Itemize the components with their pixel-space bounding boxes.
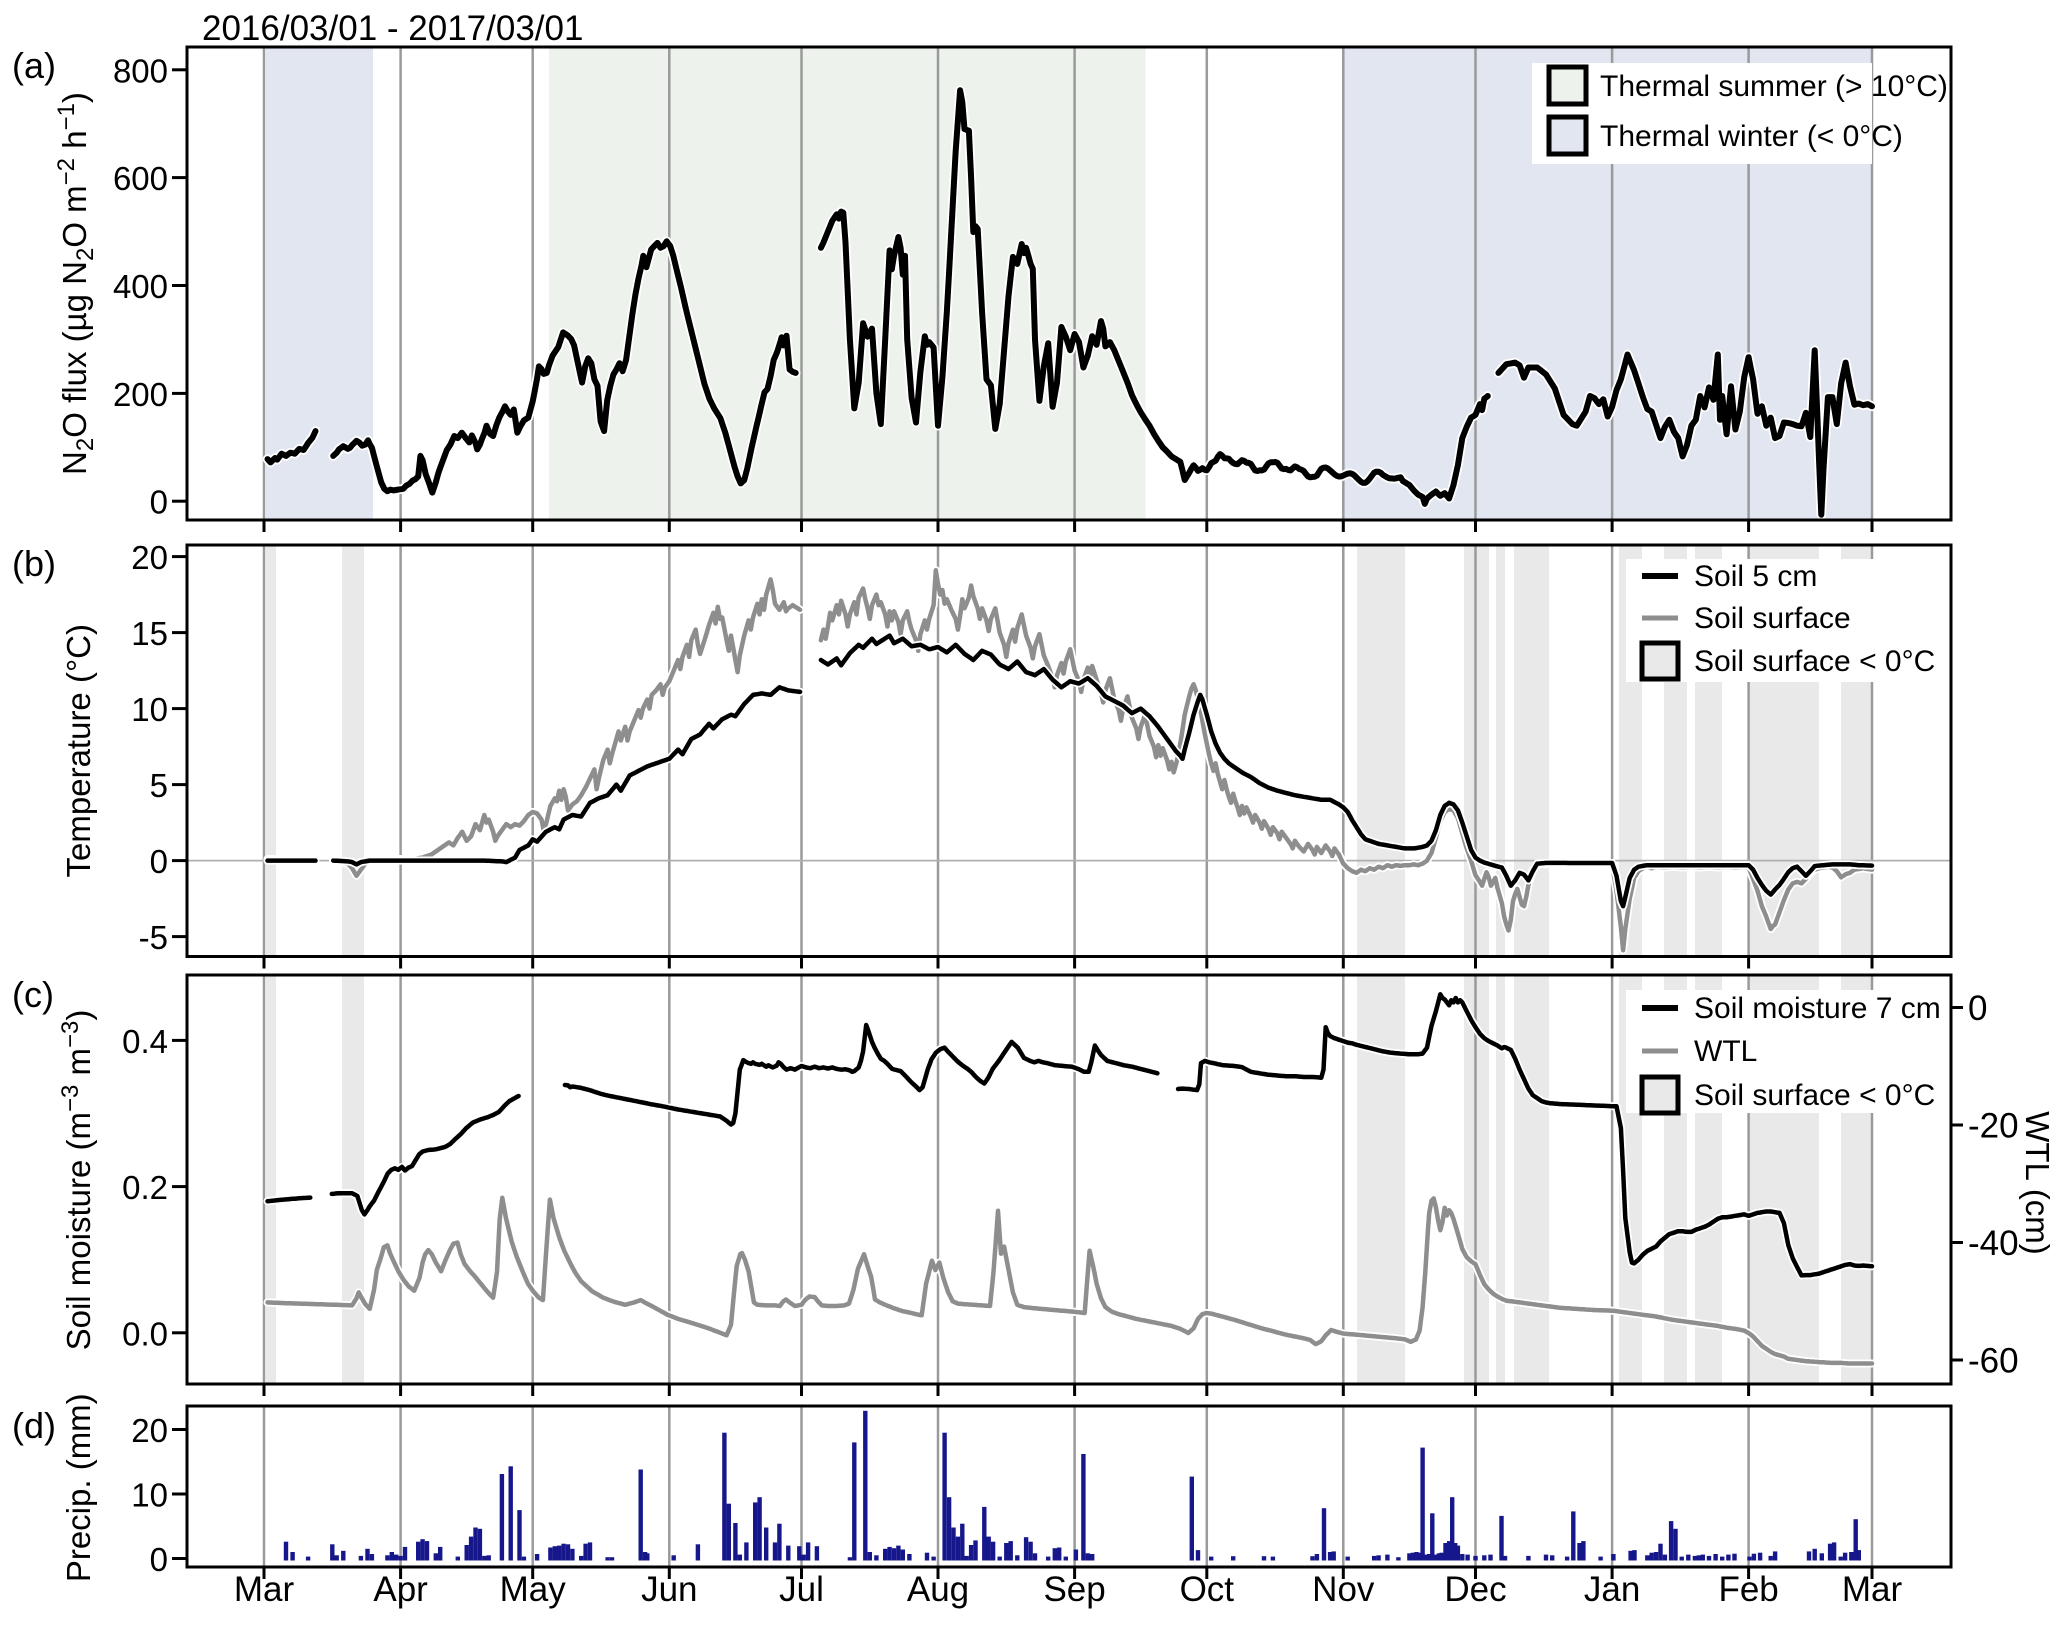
svg-text:(b): (b) — [12, 543, 56, 584]
svg-text:0.0: 0.0 — [122, 1315, 168, 1352]
svg-text:Soil moisture 7 cm: Soil moisture 7 cm — [1694, 992, 1941, 1025]
svg-text:Nov: Nov — [1312, 1570, 1375, 1609]
svg-text:Jan: Jan — [1584, 1570, 1640, 1609]
svg-text:20: 20 — [131, 1412, 168, 1449]
svg-text:Dec: Dec — [1444, 1570, 1506, 1609]
svg-text:Aug: Aug — [907, 1570, 969, 1609]
svg-text:Soil surface < 0°C: Soil surface < 0°C — [1694, 645, 1935, 678]
svg-text:2016/03/01 - 2017/03/01: 2016/03/01 - 2017/03/01 — [202, 9, 583, 48]
svg-text:-60: -60 — [1968, 1342, 2019, 1381]
svg-text:Soil surface < 0°C: Soil surface < 0°C — [1694, 1079, 1935, 1112]
svg-text:WTL (cm): WTL (cm) — [2019, 1111, 2056, 1255]
svg-text:Thermal summer (> 10°C): Thermal summer (> 10°C) — [1600, 70, 1948, 103]
svg-text:Precip. (mm): Precip. (mm) — [60, 1393, 97, 1582]
svg-text:5: 5 — [150, 767, 168, 804]
svg-text:10: 10 — [131, 1477, 168, 1514]
svg-text:-5: -5 — [139, 919, 168, 956]
svg-text:-40: -40 — [1968, 1224, 2019, 1263]
svg-text:0.2: 0.2 — [122, 1169, 168, 1206]
svg-text:15: 15 — [131, 615, 168, 652]
svg-text:(c): (c) — [12, 974, 54, 1015]
svg-text:Temperature (°C): Temperature (°C) — [60, 624, 97, 877]
svg-text:Mar: Mar — [234, 1570, 295, 1609]
svg-text:0.4: 0.4 — [122, 1023, 168, 1060]
svg-text:(a): (a) — [12, 45, 56, 86]
svg-text:Sep: Sep — [1043, 1570, 1105, 1609]
svg-text:20: 20 — [131, 539, 168, 576]
svg-text:0: 0 — [150, 843, 168, 880]
svg-text:Soil surface: Soil surface — [1694, 602, 1851, 635]
svg-text:Feb: Feb — [1718, 1570, 1778, 1609]
svg-text:Soil moisture (m−3 m−3): Soil moisture (m−3 m−3) — [57, 1010, 97, 1351]
svg-text:(d): (d) — [12, 1405, 56, 1446]
svg-text:0: 0 — [1968, 989, 1987, 1028]
svg-text:Jun: Jun — [641, 1570, 697, 1609]
svg-text:800: 800 — [113, 52, 168, 89]
svg-text:Soil 5 cm: Soil 5 cm — [1694, 560, 1817, 593]
svg-text:Mar: Mar — [1842, 1570, 1903, 1609]
svg-text:200: 200 — [113, 376, 168, 413]
svg-text:WTL: WTL — [1694, 1035, 1757, 1068]
svg-text:400: 400 — [113, 268, 168, 305]
svg-text:Oct: Oct — [1180, 1570, 1235, 1609]
svg-text:0: 0 — [150, 1541, 168, 1578]
svg-text:Apr: Apr — [373, 1570, 428, 1609]
svg-text:Thermal winter (< 0°C): Thermal winter (< 0°C) — [1600, 120, 1903, 153]
svg-text:-20: -20 — [1968, 1107, 2019, 1146]
svg-text:May: May — [500, 1570, 567, 1609]
svg-text:0: 0 — [150, 484, 168, 521]
svg-text:10: 10 — [131, 691, 168, 728]
svg-text:Jul: Jul — [779, 1570, 824, 1609]
svg-text:600: 600 — [113, 160, 168, 197]
svg-text:N2O flux (µg N2O m−2 h−1): N2O flux (µg N2O m−2 h−1) — [53, 92, 99, 475]
